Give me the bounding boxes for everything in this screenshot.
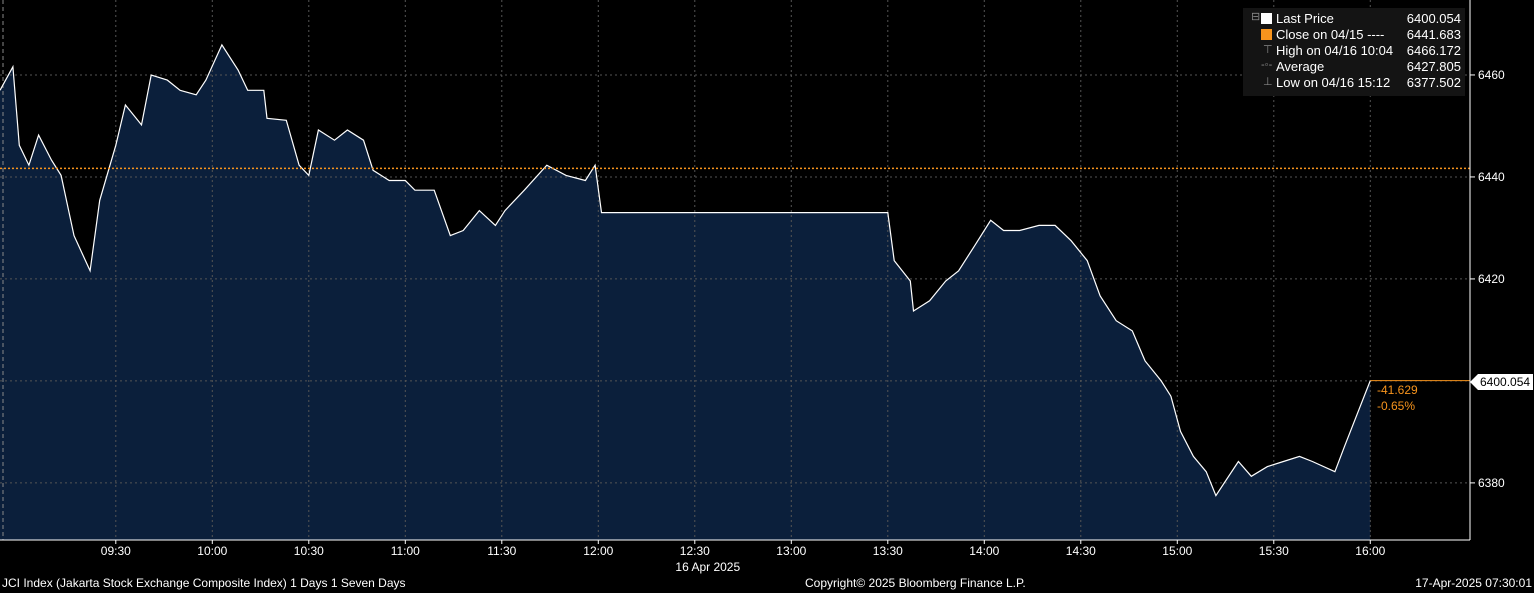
change-value: -41.629 xyxy=(1377,383,1418,397)
x-tick-label: 10:30 xyxy=(294,544,324,558)
legend-item-high: ⊤ High on 04/16 10:04 6466.172 xyxy=(1263,43,1461,58)
price-area xyxy=(0,44,1371,541)
y-tick-label: 6440 xyxy=(1478,170,1505,184)
x-tick-label: 15:30 xyxy=(1259,544,1289,558)
change-percent: -0.65% xyxy=(1377,399,1416,413)
x-tick-label: 09:30 xyxy=(101,544,131,558)
legend-item-average: -◦- Average 6427.805 xyxy=(1261,59,1461,74)
low-marker-icon: ⊥ xyxy=(1263,76,1273,88)
footer-copyright: Copyright© 2025 Bloomberg Finance L.P. xyxy=(805,576,1026,590)
y-tick-label: 6380 xyxy=(1478,476,1505,490)
x-tick-label: 13:30 xyxy=(873,544,903,558)
x-tick-label: 15:00 xyxy=(1162,544,1192,558)
y-tick-label: 6460 xyxy=(1478,68,1505,82)
white-square-icon xyxy=(1261,13,1272,24)
x-tick-label: 11:00 xyxy=(391,544,420,558)
x-tick-label: 14:30 xyxy=(1066,544,1096,558)
x-tick-label: 10:00 xyxy=(197,544,227,558)
last-price-label: 6400.054 xyxy=(1469,374,1534,390)
x-tick-label: 16:00 xyxy=(1355,544,1385,558)
x-tick-label: 11:30 xyxy=(487,544,516,558)
footer-security-description: JCI Index (Jakarta Stock Exchange Compos… xyxy=(2,576,406,590)
x-tick-label: 12:00 xyxy=(583,544,613,558)
legend: ⊟ Last Price 6400.054 Close on 04/15 ---… xyxy=(1243,8,1465,96)
y-tick-label: 6420 xyxy=(1478,272,1505,286)
x-tick-label: 12:30 xyxy=(680,544,710,558)
legend-item-close: Close on 04/15 ---- 6441.683 xyxy=(1243,27,1465,43)
orange-square-icon xyxy=(1261,29,1272,40)
footer-timestamp: 17-Apr-2025 07:30:01 xyxy=(1415,576,1532,590)
legend-item-last-price: Last Price 6400.054 xyxy=(1243,11,1465,27)
legend-item-low: ⊥ Low on 04/16 15:12 6377.502 xyxy=(1263,75,1461,90)
price-chart: 6380 6420 6440 6460 09:30 10:00 10:30 11:00 11:3… xyxy=(0,0,1505,574)
x-tick-label: 13:00 xyxy=(776,544,806,558)
x-tick-label: 14:00 xyxy=(969,544,999,558)
collapse-icon[interactable]: ⊟ xyxy=(1251,11,1261,23)
average-marker-icon: -◦- xyxy=(1261,59,1273,71)
date-label: 16 Apr 2025 xyxy=(675,560,740,574)
high-marker-icon: ⊤ xyxy=(1263,44,1273,56)
price-line xyxy=(0,43,1371,497)
